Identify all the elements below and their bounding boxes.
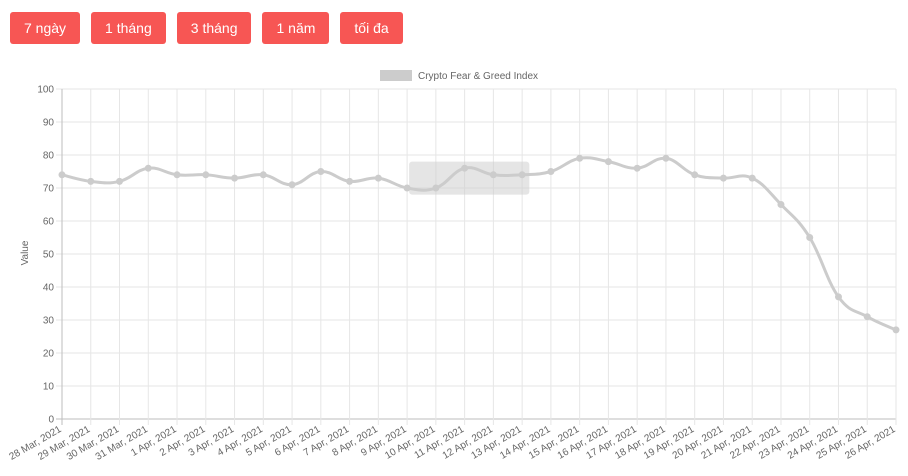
data-point[interactable]	[518, 171, 526, 179]
y-tick-label: 100	[37, 85, 54, 96]
range-selector: 7 ngày 1 tháng 3 tháng 1 năm tối đa	[10, 12, 414, 44]
data-point[interactable]	[719, 174, 727, 182]
y-tick-label: 70	[43, 184, 55, 195]
data-point[interactable]	[691, 171, 699, 179]
legend-swatch	[380, 70, 412, 81]
chart-grid	[56, 88, 897, 425]
data-point[interactable]	[202, 171, 210, 179]
range-1-year-button[interactable]: 1 năm	[262, 12, 330, 44]
y-axis-title: Value	[20, 240, 31, 265]
data-point[interactable]	[748, 174, 756, 182]
y-tick-label: 80	[43, 151, 55, 162]
y-axis-ticks: 0 10 20 30 40 50 60 70 80 90 100	[37, 85, 54, 426]
data-point[interactable]	[288, 181, 296, 189]
data-point[interactable]	[662, 154, 670, 162]
data-point[interactable]	[834, 293, 842, 301]
data-point[interactable]	[116, 177, 124, 185]
data-point[interactable]	[604, 158, 612, 166]
data-point[interactable]	[863, 313, 871, 321]
data-point[interactable]	[231, 174, 239, 182]
data-point[interactable]	[432, 184, 440, 192]
series-points	[58, 154, 900, 334]
y-tick-label: 20	[43, 349, 55, 360]
y-tick-label: 30	[43, 316, 55, 327]
data-point[interactable]	[87, 177, 95, 185]
data-point[interactable]	[461, 164, 469, 172]
data-point[interactable]	[489, 171, 497, 179]
range-3-months-button[interactable]: 3 tháng	[176, 12, 252, 44]
y-tick-label: 40	[43, 283, 55, 294]
data-point[interactable]	[777, 201, 785, 208]
data-point[interactable]	[576, 154, 584, 162]
data-point[interactable]	[173, 171, 181, 179]
data-point[interactable]	[403, 184, 411, 192]
data-point[interactable]	[633, 164, 641, 172]
data-point[interactable]	[317, 168, 325, 175]
data-point[interactable]	[892, 326, 900, 334]
legend[interactable]: Crypto Fear & Greed Index	[380, 70, 538, 82]
y-tick-label: 60	[43, 217, 55, 228]
data-point[interactable]	[346, 177, 354, 185]
y-tick-label: 10	[43, 382, 55, 393]
y-tick-label: 0	[48, 415, 54, 426]
data-point[interactable]	[259, 171, 267, 179]
legend-label: Crypto Fear & Greed Index	[418, 71, 538, 82]
data-point[interactable]	[547, 168, 555, 175]
data-point[interactable]	[806, 234, 814, 241]
range-max-button[interactable]: tối đa	[340, 12, 403, 44]
range-7-days-button[interactable]: 7 ngày	[10, 12, 81, 44]
range-1-month-button[interactable]: 1 tháng	[91, 12, 166, 44]
data-point[interactable]	[374, 174, 382, 182]
data-point[interactable]	[58, 171, 66, 179]
y-tick-label: 90	[43, 118, 55, 129]
data-point[interactable]	[144, 164, 152, 172]
y-tick-label: 50	[43, 250, 55, 261]
